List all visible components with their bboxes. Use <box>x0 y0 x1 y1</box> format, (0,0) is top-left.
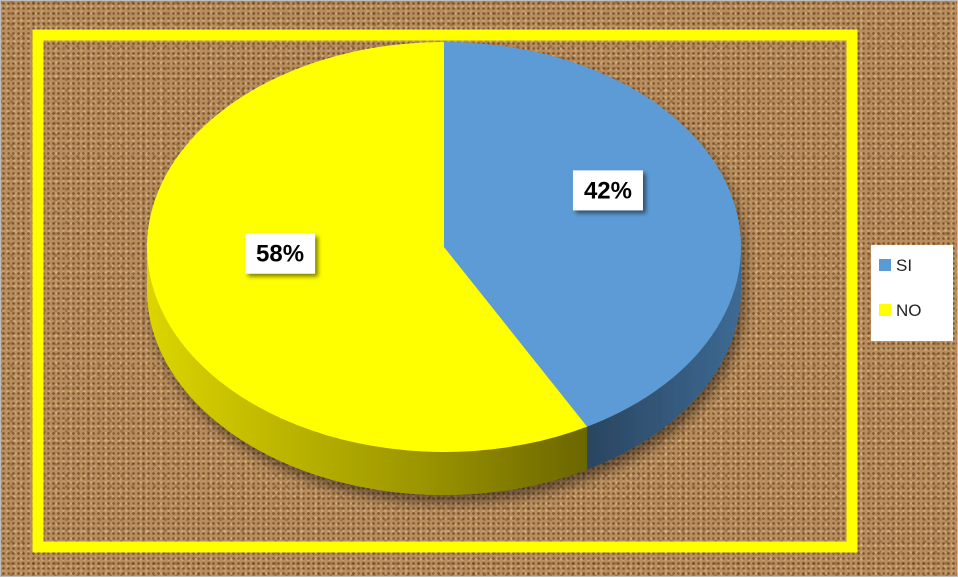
legend-swatch-no <box>879 304 891 316</box>
legend: SI NO <box>871 245 953 341</box>
pie-slice-no <box>147 42 588 453</box>
data-label-text: 42% <box>584 177 632 204</box>
data-label-box <box>245 233 316 274</box>
data-label-box <box>572 170 643 211</box>
pie-side-no <box>146 247 588 496</box>
data-label-no: 58% <box>245 233 316 274</box>
pie-side-si <box>587 247 741 470</box>
legend-label-no: NO <box>896 301 922 320</box>
legend-label-si: SI <box>896 256 912 275</box>
legend-swatch-si <box>879 259 891 271</box>
data-label-si: 42% <box>572 170 643 211</box>
pie-group <box>146 42 742 496</box>
pie-slice-si <box>444 42 742 427</box>
data-label-text: 58% <box>256 241 304 268</box>
data-labels: 42% 58% <box>245 170 643 274</box>
yellow-frame <box>32 29 858 553</box>
